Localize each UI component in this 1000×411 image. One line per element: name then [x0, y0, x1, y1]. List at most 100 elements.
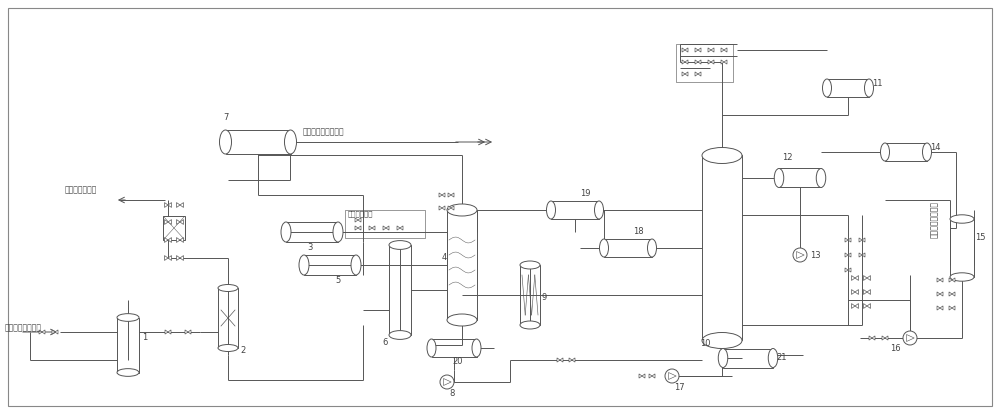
- Polygon shape: [682, 48, 685, 52]
- Ellipse shape: [285, 130, 296, 154]
- Ellipse shape: [447, 204, 477, 216]
- Polygon shape: [859, 238, 862, 242]
- Polygon shape: [708, 60, 711, 64]
- Polygon shape: [864, 290, 867, 294]
- Polygon shape: [885, 336, 888, 340]
- Polygon shape: [855, 290, 858, 294]
- Polygon shape: [168, 256, 172, 261]
- Bar: [345, 210, 425, 238]
- Polygon shape: [867, 290, 870, 294]
- Text: 2: 2: [240, 346, 245, 355]
- Ellipse shape: [389, 240, 411, 249]
- Polygon shape: [369, 226, 372, 230]
- Bar: [723, 349, 773, 367]
- Polygon shape: [949, 306, 952, 310]
- Polygon shape: [355, 218, 358, 222]
- Ellipse shape: [333, 222, 343, 242]
- Polygon shape: [42, 330, 45, 334]
- Ellipse shape: [881, 143, 890, 161]
- Polygon shape: [882, 336, 885, 340]
- Text: 5: 5: [335, 276, 340, 285]
- Polygon shape: [721, 48, 724, 52]
- Ellipse shape: [864, 79, 874, 97]
- Polygon shape: [685, 60, 688, 64]
- Text: 至燃料气管网: 至燃料气管网: [348, 210, 374, 217]
- Polygon shape: [165, 330, 168, 334]
- Polygon shape: [185, 330, 188, 334]
- Polygon shape: [940, 306, 943, 310]
- Text: 富丙烯干气出装置: 富丙烯干气出装置: [930, 201, 939, 238]
- Polygon shape: [864, 304, 867, 308]
- Bar: [520, 265, 540, 325]
- Polygon shape: [180, 203, 184, 208]
- Ellipse shape: [546, 201, 556, 219]
- Polygon shape: [852, 275, 855, 280]
- Text: 21: 21: [776, 353, 786, 362]
- Polygon shape: [448, 193, 451, 197]
- Ellipse shape: [389, 330, 411, 339]
- Text: 3: 3: [307, 243, 312, 252]
- Polygon shape: [168, 219, 172, 224]
- Polygon shape: [859, 253, 862, 257]
- Polygon shape: [848, 253, 851, 257]
- Polygon shape: [867, 304, 870, 308]
- Text: 14: 14: [930, 143, 940, 152]
- Polygon shape: [652, 374, 655, 378]
- Bar: [885, 143, 927, 161]
- Ellipse shape: [520, 321, 540, 329]
- Text: 18: 18: [633, 227, 644, 236]
- Ellipse shape: [822, 79, 832, 97]
- Polygon shape: [682, 72, 685, 76]
- Polygon shape: [695, 48, 698, 52]
- Polygon shape: [724, 48, 727, 52]
- Polygon shape: [442, 193, 445, 197]
- Text: 脱丙烯干气去反应器: 脱丙烯干气去反应器: [303, 127, 345, 136]
- Polygon shape: [949, 278, 952, 282]
- Polygon shape: [451, 193, 454, 197]
- Polygon shape: [845, 268, 848, 272]
- Ellipse shape: [950, 273, 974, 281]
- Bar: [286, 222, 338, 242]
- Polygon shape: [451, 206, 454, 210]
- Polygon shape: [940, 278, 943, 282]
- Polygon shape: [176, 203, 180, 208]
- Polygon shape: [698, 72, 701, 76]
- Ellipse shape: [117, 369, 139, 376]
- Bar: [432, 339, 477, 357]
- Polygon shape: [569, 358, 572, 362]
- Text: 9: 9: [542, 293, 547, 302]
- Text: 16: 16: [890, 344, 901, 353]
- Polygon shape: [698, 60, 701, 64]
- Polygon shape: [639, 374, 642, 378]
- Circle shape: [793, 248, 807, 262]
- Ellipse shape: [447, 314, 477, 326]
- Polygon shape: [711, 60, 714, 64]
- Circle shape: [903, 331, 917, 345]
- Ellipse shape: [351, 255, 361, 275]
- Ellipse shape: [427, 339, 436, 357]
- Text: 20: 20: [452, 357, 462, 366]
- Polygon shape: [448, 206, 451, 210]
- Bar: [779, 169, 821, 187]
- Polygon shape: [952, 292, 955, 296]
- Ellipse shape: [472, 339, 481, 357]
- Ellipse shape: [768, 349, 778, 367]
- Polygon shape: [358, 218, 361, 222]
- Polygon shape: [176, 256, 180, 261]
- Polygon shape: [872, 336, 875, 340]
- Polygon shape: [164, 238, 168, 242]
- Polygon shape: [708, 48, 711, 52]
- Bar: [604, 239, 652, 257]
- Polygon shape: [397, 226, 400, 230]
- Ellipse shape: [718, 349, 728, 367]
- Bar: [218, 288, 238, 348]
- Ellipse shape: [218, 284, 238, 291]
- Polygon shape: [168, 238, 172, 242]
- Text: 15: 15: [975, 233, 986, 242]
- Polygon shape: [383, 226, 386, 230]
- Polygon shape: [937, 292, 940, 296]
- Text: 催化干气自催化来: 催化干气自催化来: [5, 323, 42, 332]
- Bar: [827, 79, 869, 97]
- Polygon shape: [168, 330, 171, 334]
- Circle shape: [440, 375, 454, 389]
